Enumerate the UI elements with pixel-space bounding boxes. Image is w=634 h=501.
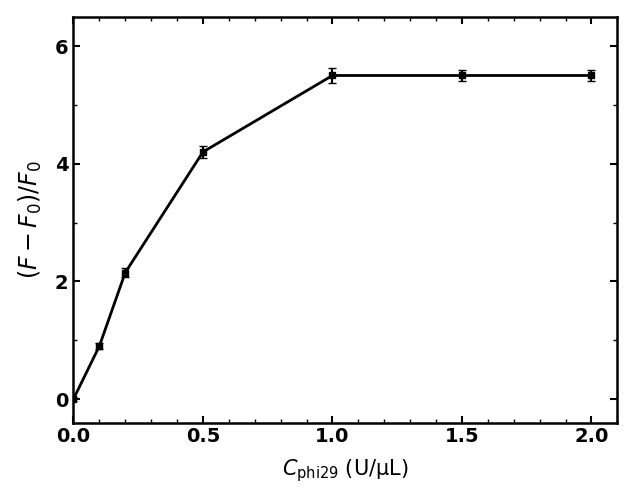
Y-axis label: $(F-F_0)/F_0$: $(F-F_0)/F_0$ [16, 160, 44, 279]
X-axis label: $C_{\mathrm{phi29}}\ \mathrm{(U/\mu L)}$: $C_{\mathrm{phi29}}\ \mathrm{(U/\mu L)}$ [282, 457, 409, 484]
